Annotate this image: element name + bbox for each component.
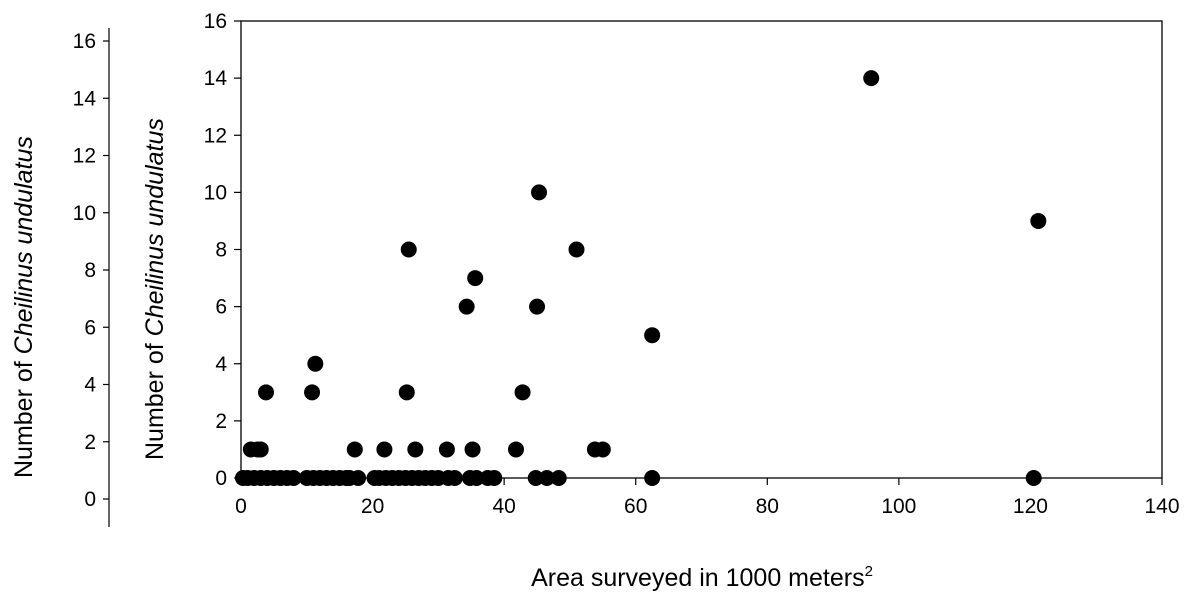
data-point [486,470,503,486]
data-point [400,241,417,258]
x-tick-label: 80 [756,495,779,518]
data-point [307,355,324,372]
x-tick-label: 140 [1144,495,1179,518]
ghost-y-tick-label: 8 [84,259,96,282]
data-point [531,184,548,201]
ghost-y-tick-label: 0 [84,488,96,511]
data-point [346,441,363,458]
y-axis-ticks: 0 2 4 6 8 10 12 14 16 [204,10,241,490]
ghost-y-axis-title: Number of Cheilinus undulatus [10,136,38,478]
data-point [376,441,393,458]
data-point [644,470,661,486]
data-point [863,70,880,87]
data-point [594,441,611,458]
data-point [304,384,321,401]
y-tick-label: 8 [215,239,227,262]
data-points [234,70,1047,486]
ghost-y-axis: 0 2 4 6 8 10 12 14 16 Number of Cheilinus undula… [10,28,110,527]
x-axis-title: Area surveyed in 1000 meters2 [531,563,873,592]
y-tick-label: 2 [215,410,227,433]
y-tick-label: 16 [204,10,227,33]
data-point [350,470,367,486]
ghost-y-tick-label: 16 [73,30,96,53]
y-tick-label: 10 [204,181,227,204]
data-point [446,470,463,486]
x-axis-ticks: 0 20 40 60 80 100 120 140 [235,478,1180,518]
data-point [568,241,585,258]
y-tick-label: 0 [215,467,227,490]
ghost-y-tick-label: 12 [73,145,96,168]
y-axis-title: Number of Cheilinus undulatus [141,118,169,460]
data-point [285,470,302,486]
x-tick-label: 120 [1013,495,1048,518]
y-tick-label: 12 [204,124,227,147]
ghost-y-tick-label: 14 [73,87,97,110]
data-point [398,384,415,401]
plot-frame [240,20,1163,479]
data-point [464,441,481,458]
data-point [550,470,567,486]
data-point [1030,212,1047,229]
y-tick-label: 14 [204,67,228,90]
ghost-y-tick-label: 4 [84,374,96,397]
data-point [538,470,555,486]
x-tick-label: 40 [492,495,515,518]
data-point [458,298,475,315]
x-tick-label: 60 [624,495,647,518]
x-tick-label: 20 [361,495,384,518]
data-point [468,470,485,486]
data-point [1025,470,1042,486]
data-point [257,384,274,401]
x-tick-label: 100 [881,495,916,518]
y-tick-label: 4 [215,353,227,376]
data-point [407,441,424,458]
ghost-y-tick-label: 2 [84,431,96,454]
ghost-y-ticks: 0 2 4 6 8 10 12 14 16 [73,30,109,511]
data-point [529,298,546,315]
data-point [514,384,531,401]
data-point [467,270,484,287]
data-point [644,327,661,344]
data-point [438,441,455,458]
y-tick-label: 6 [215,296,227,319]
data-point [507,441,524,458]
data-point [527,470,544,486]
x-tick-label: 0 [235,495,247,518]
ghost-y-tick-label: 10 [73,202,96,225]
ghost-y-tick-label: 6 [84,316,96,339]
data-point [252,441,269,458]
